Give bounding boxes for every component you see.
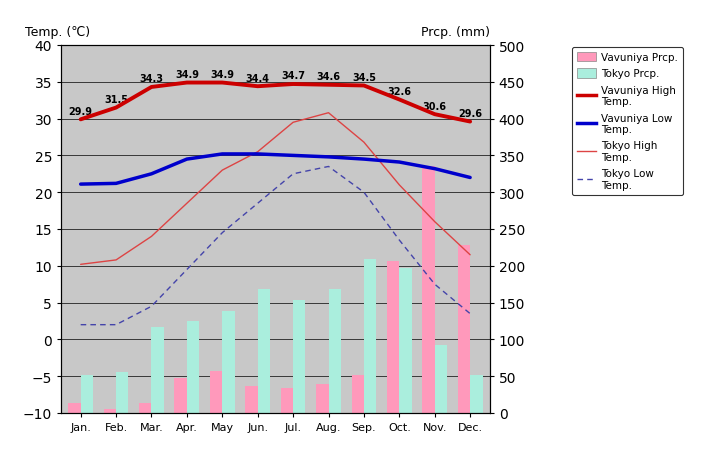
Bar — [116, 372, 128, 413]
Text: 34.7: 34.7 — [281, 71, 305, 81]
Bar — [328, 290, 341, 413]
Bar — [387, 261, 400, 413]
Bar — [68, 403, 81, 413]
Text: 34.5: 34.5 — [352, 73, 376, 83]
Text: Prcp. (mm): Prcp. (mm) — [420, 26, 490, 39]
Bar — [104, 409, 116, 413]
Bar — [458, 246, 470, 413]
Bar — [246, 386, 258, 413]
Bar — [423, 166, 435, 413]
Text: 32.6: 32.6 — [387, 87, 411, 96]
Bar — [435, 345, 447, 413]
Bar — [364, 260, 377, 413]
Text: 34.9: 34.9 — [210, 70, 234, 80]
Bar — [470, 375, 482, 413]
Bar — [81, 375, 93, 413]
Bar — [281, 388, 293, 413]
Bar — [400, 269, 412, 413]
Text: 30.6: 30.6 — [423, 101, 446, 111]
Text: 29.6: 29.6 — [458, 109, 482, 118]
Text: 34.9: 34.9 — [175, 70, 199, 80]
Bar — [316, 385, 328, 413]
Bar — [210, 371, 222, 413]
Bar — [351, 375, 364, 413]
Bar — [222, 312, 235, 413]
Text: 31.5: 31.5 — [104, 95, 128, 105]
Bar — [258, 290, 270, 413]
Bar — [174, 378, 187, 413]
Bar — [139, 403, 151, 413]
Bar — [187, 321, 199, 413]
Legend: Vavuniya Prcp., Tokyo Prcp., Vavuniya High
Temp., Vavuniya Low
Temp., Tokyo High: Vavuniya Prcp., Tokyo Prcp., Vavuniya Hi… — [572, 47, 683, 196]
Bar — [293, 300, 305, 413]
Text: Temp. (℃): Temp. (℃) — [24, 26, 90, 39]
Text: 34.3: 34.3 — [140, 74, 163, 84]
Bar — [151, 327, 164, 413]
Text: 29.9: 29.9 — [68, 106, 93, 117]
Text: 34.4: 34.4 — [246, 73, 270, 84]
Text: 34.6: 34.6 — [317, 72, 341, 82]
